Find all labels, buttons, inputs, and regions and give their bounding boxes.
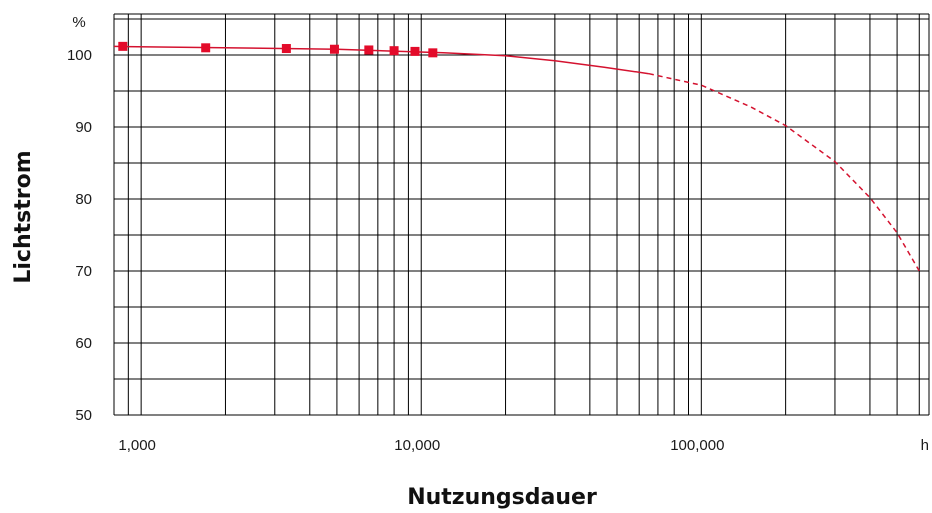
data-point-marker [118, 41, 128, 51]
y-tick-label: 100 [67, 47, 92, 64]
x-tick-label: 100,000 [670, 437, 724, 454]
x-axis-title: Nutzungsdauer [407, 485, 597, 510]
x-tick-labels: 1,000 10,000 100,000 [118, 437, 724, 454]
y-tick-label: 90 [75, 119, 92, 136]
y-axis-title: Lichtstrom [11, 150, 36, 283]
x-unit-label: h [921, 437, 929, 454]
y-unit-label: % [72, 14, 85, 31]
y-tick-labels: 50 60 70 80 90 100 [67, 47, 92, 424]
y-tick-label: 50 [75, 407, 92, 424]
y-grid [113, 13, 930, 416]
x-tick-label: 1,000 [118, 437, 156, 454]
data-point-marker [329, 44, 339, 54]
data-point-marker [281, 44, 291, 54]
x-grid [127, 14, 920, 415]
data-point-marker [389, 46, 399, 56]
y-tick-label: 60 [75, 335, 92, 352]
data-point-marker [201, 43, 211, 53]
y-tick-label: 70 [75, 263, 92, 280]
extrapolated-curve [648, 72, 920, 272]
data-point-marker [428, 48, 438, 58]
data-point-marker [410, 46, 420, 56]
y-tick-label: 80 [75, 191, 92, 208]
measured-curve [113, 45, 650, 75]
data-point-marker [364, 45, 374, 55]
series-layer [113, 41, 920, 272]
x-tick-label: 10,000 [394, 437, 440, 454]
